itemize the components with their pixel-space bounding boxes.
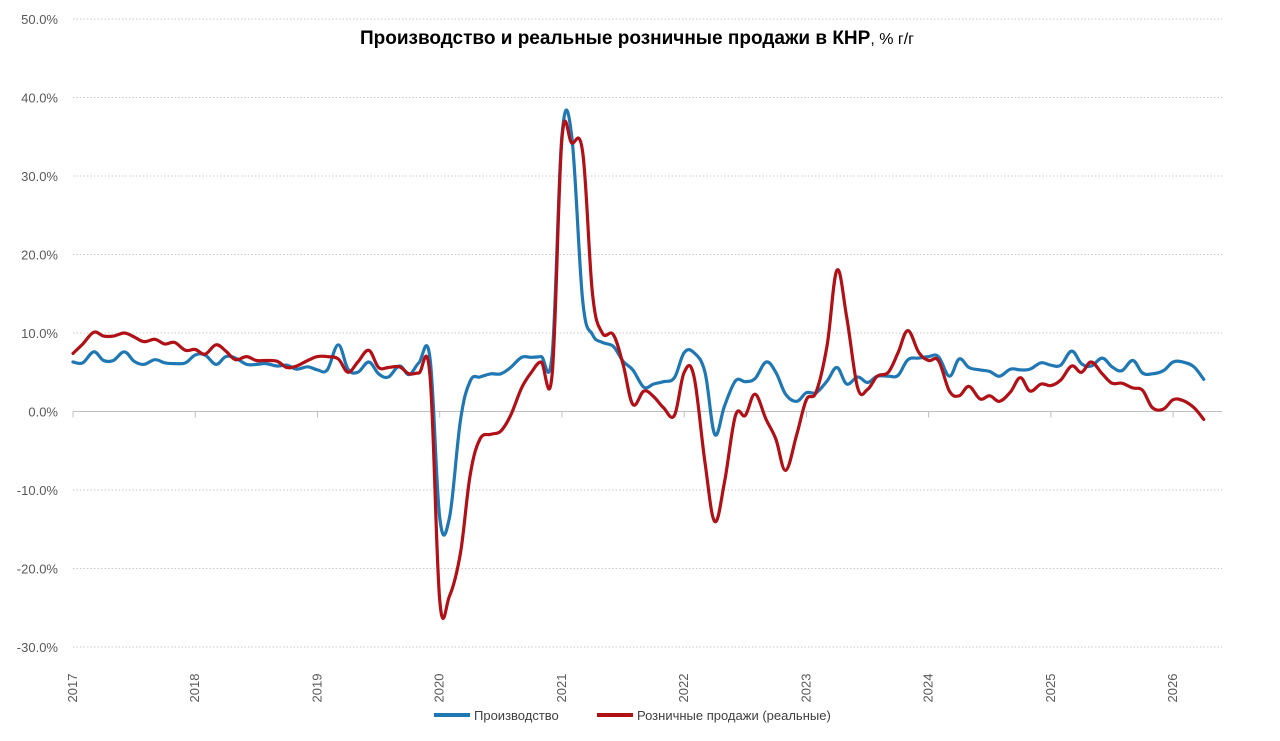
x-tick-label: 2018 xyxy=(187,674,202,703)
series-lines xyxy=(71,108,1206,620)
legend-label-production: Производство xyxy=(474,708,559,723)
series-line-retail-sales xyxy=(71,119,1206,620)
legend: Производство Розничные продажи (реальные… xyxy=(434,708,831,723)
y-tick-label: -30.0% xyxy=(17,640,59,655)
chart-title: Производство и реальные розничные продаж… xyxy=(360,28,914,49)
y-tick-label: 50.0% xyxy=(21,12,58,27)
y-tick-label: 40.0% xyxy=(21,91,58,106)
x-tick-label: 2022 xyxy=(676,674,691,703)
y-tick-label: -20.0% xyxy=(17,562,59,577)
x-tick-label: 2025 xyxy=(1043,674,1058,703)
chart-title-main: Производство и реальные розничные продаж… xyxy=(360,28,871,49)
gridlines xyxy=(73,18,1222,648)
y-tick-label: 0.0% xyxy=(28,405,58,420)
x-tick-label: 2024 xyxy=(921,674,936,703)
x-tick-label: 2020 xyxy=(432,674,447,703)
legend-label-retail-sales: Розничные продажи (реальные) xyxy=(637,708,831,723)
x-axis: 2017 2018 2019 2020 2021 2022 2023 2024 2025 2026 xyxy=(65,411,1222,703)
y-tick-label: -10.0% xyxy=(17,483,59,498)
series-line-production xyxy=(71,108,1206,537)
x-tick-label: 2017 xyxy=(65,674,80,703)
x-tick-label: 2021 xyxy=(554,674,569,703)
y-tick-label: 10.0% xyxy=(21,326,58,341)
y-tick-label: 30.0% xyxy=(21,169,58,184)
x-tick-label: 2019 xyxy=(309,674,324,703)
y-tick-label: 20.0% xyxy=(21,248,58,263)
y-axis-tick-labels: 50.0% 40.0% 30.0% 20.0% 10.0% 0.0% -10.0% -20.0… xyxy=(17,12,59,655)
chart-title-unit: , % г/г xyxy=(870,31,914,48)
x-tick-label: 2026 xyxy=(1165,674,1180,703)
x-tick-label: 2023 xyxy=(798,674,813,703)
